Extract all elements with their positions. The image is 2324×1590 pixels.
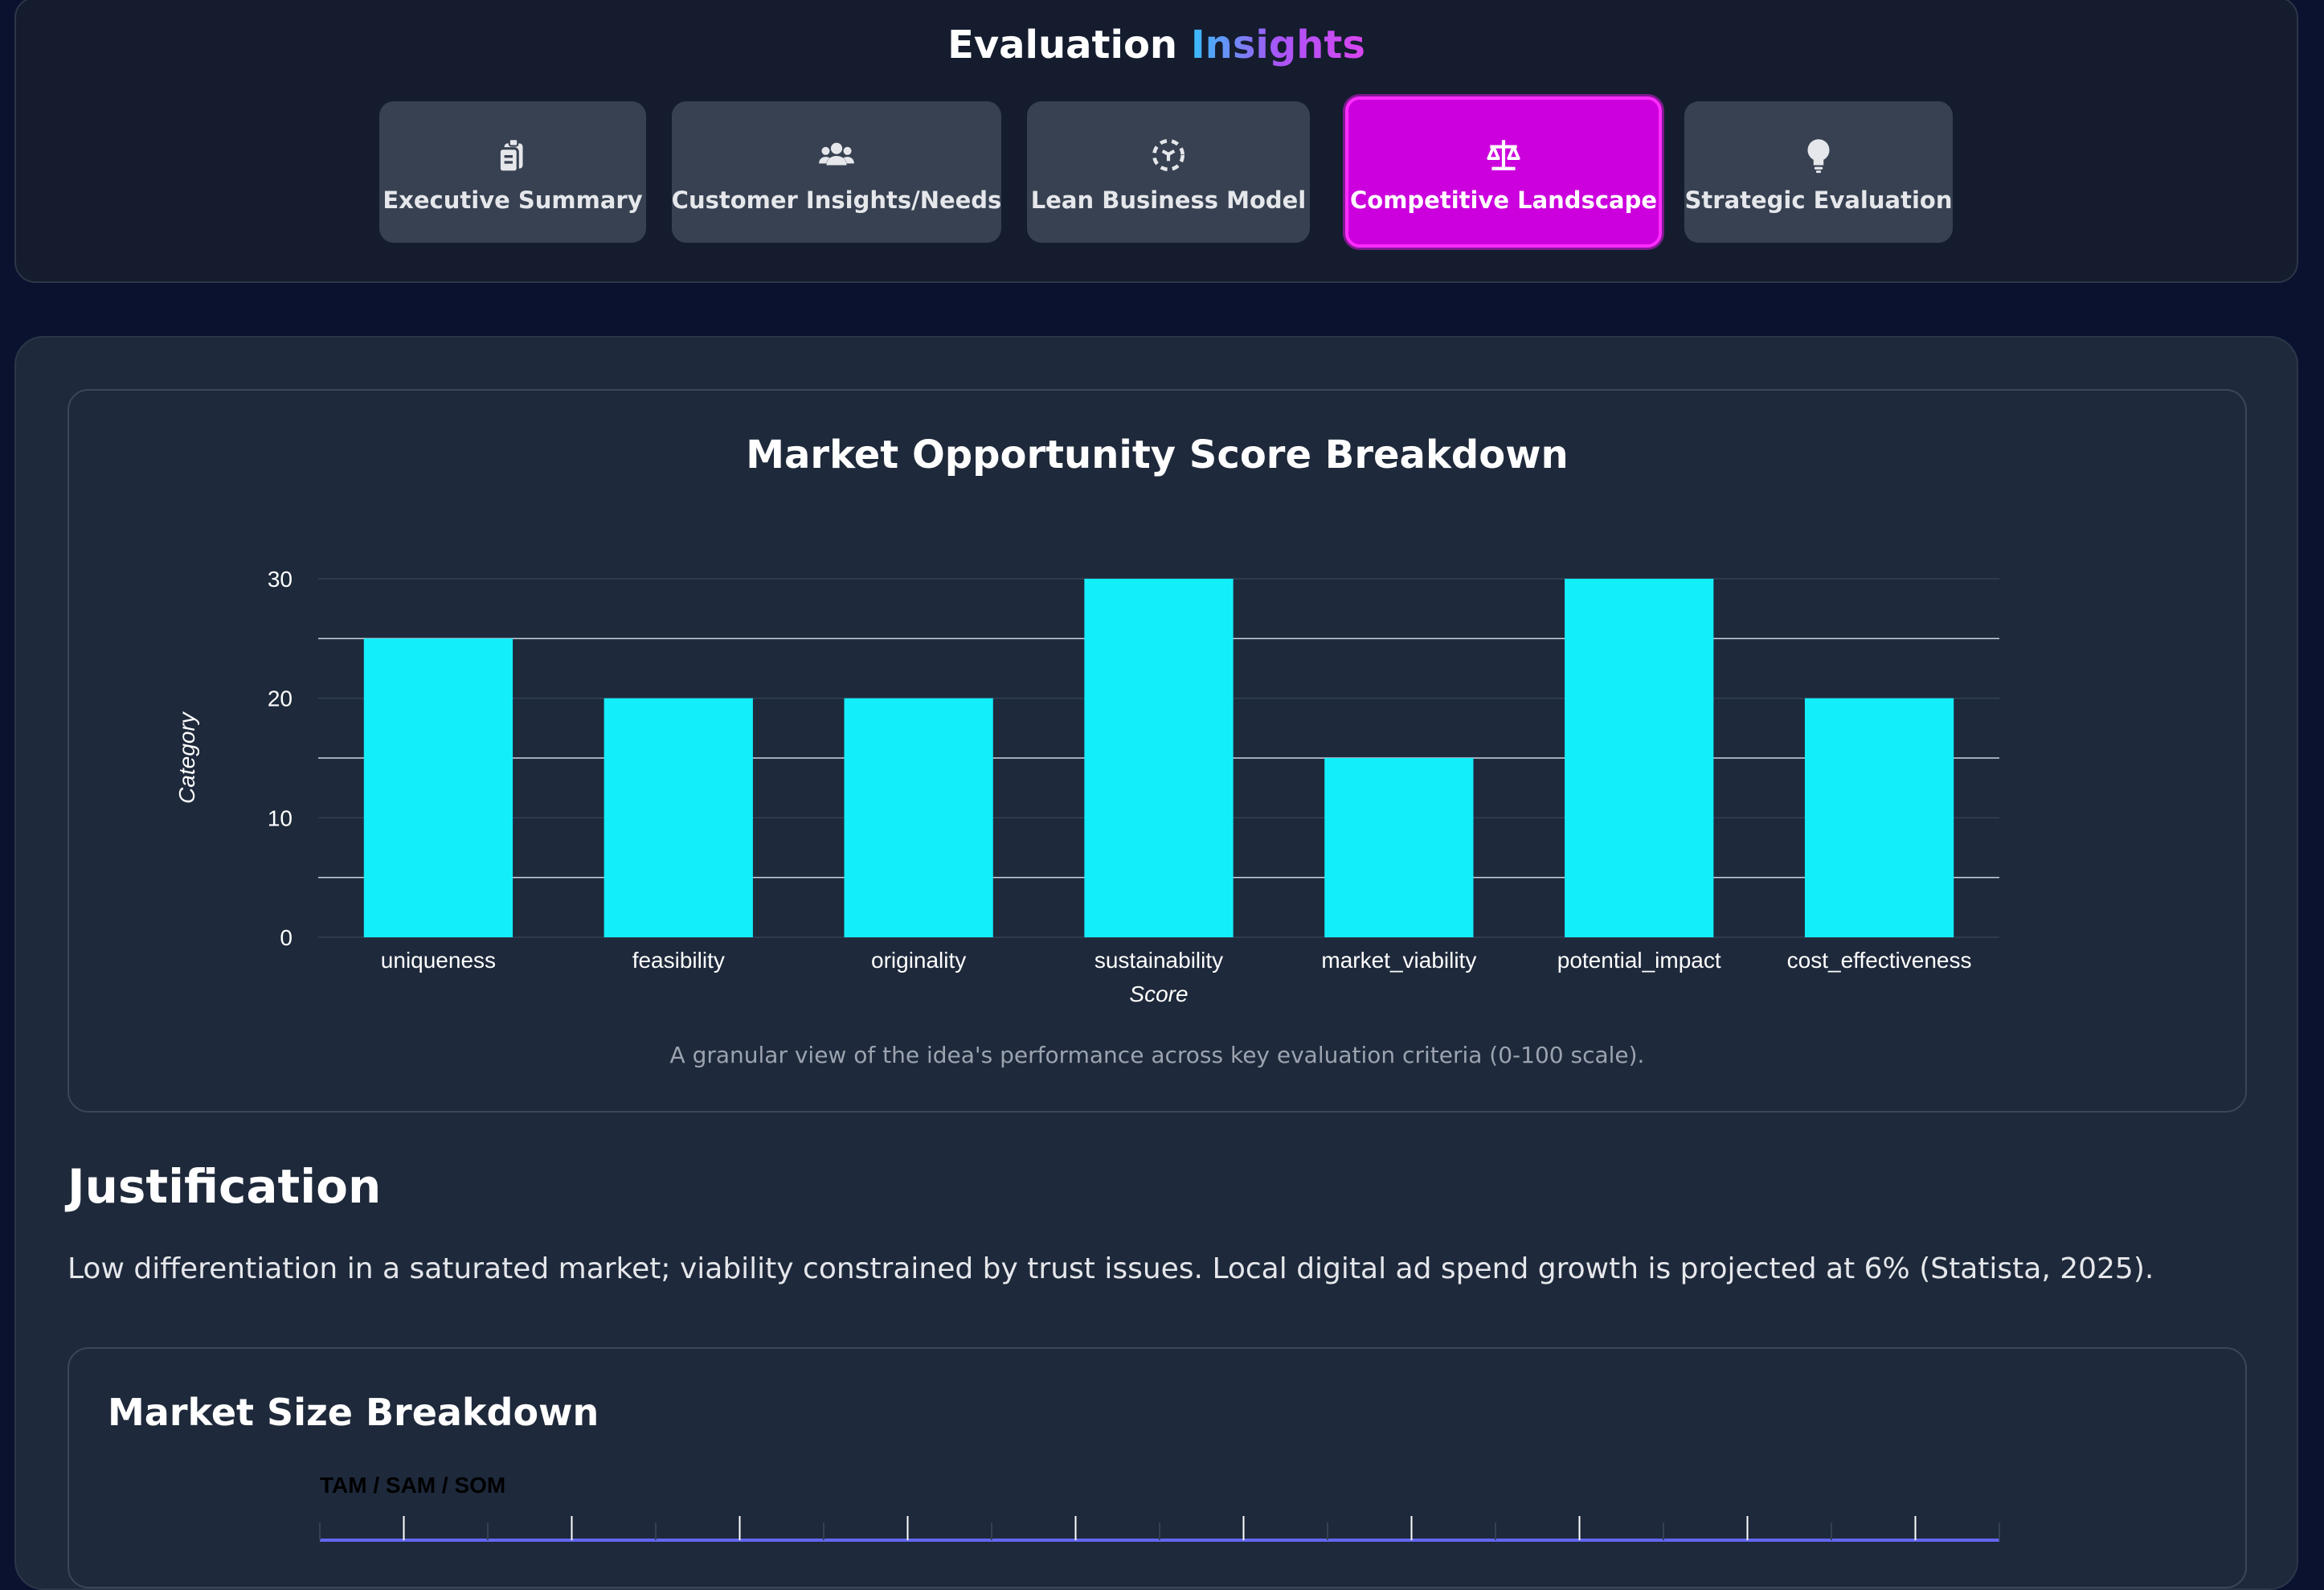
market-size-axis (319, 1516, 2000, 1542)
chart-caption: A granular view of the idea's performanc… (669, 1042, 1645, 1068)
tab-customer-insights[interactable]: Customer Insights/Needs (672, 101, 1001, 243)
x-tick-label: uniqueness (381, 948, 496, 973)
y-tick-label: 30 (268, 567, 293, 592)
tab-strategic-evaluation[interactable]: Strategic Evaluation (1684, 101, 1953, 243)
bar (1565, 579, 1714, 937)
y-axis-title: Category (174, 711, 199, 804)
bar (363, 638, 513, 937)
x-tick-label: sustainability (1094, 948, 1223, 973)
tab-competitive-landscape[interactable]: Competitive Landscape (1345, 96, 1662, 248)
x-tick-label: feasibility (632, 948, 725, 973)
chart-card: Market Opportunity Score Breakdown 0 10 20… (68, 389, 2247, 1113)
scale-icon (1487, 140, 1520, 170)
bar (1084, 579, 1234, 937)
tab-label: Strategic Evaluation (1684, 186, 1953, 214)
market-size-title: Market Size Breakdown (108, 1391, 599, 1434)
x-axis-title: Score (1129, 981, 1188, 1006)
y-tick-label: 0 (280, 925, 293, 950)
clipboard-icon (497, 138, 523, 174)
tab-bar: Executive Summary Customer Insights/Need… (16, 96, 2297, 248)
x-tick-label: market_viability (1321, 948, 1476, 973)
page-title-main: Evaluation (947, 23, 1178, 68)
users-icon (819, 142, 854, 166)
chart-title: Market Opportunity Score Breakdown (746, 432, 1569, 477)
bar (1804, 698, 1954, 937)
x-tick-label: originality (871, 948, 966, 973)
tab-lean-business-model[interactable]: Lean Business Model (1027, 101, 1310, 243)
bar (1324, 758, 1474, 937)
x-tick-label: cost_effectiveness (1787, 948, 1972, 973)
justification-text: Low differentiation in a saturated marke… (68, 1252, 2154, 1285)
market-size-card: Market Size Breakdown TAM / SAM / SOM (68, 1347, 2247, 1588)
tab-label: Executive Summary (383, 186, 643, 214)
y-tick-label: 10 (268, 805, 293, 830)
market-size-subtitle: TAM / SAM / SOM (320, 1473, 506, 1498)
tab-label: Customer Insights/Needs (671, 186, 1002, 214)
x-tick-label: potential_impact (1557, 948, 1721, 973)
tab-label: Competitive Landscape (1349, 186, 1658, 214)
bar (844, 698, 993, 937)
page-title-accent: Insights (1190, 23, 1365, 68)
lightbulb-icon (1807, 139, 1830, 174)
header-panel: Evaluation Insights Executive Summary (14, 0, 2298, 283)
bar (604, 698, 753, 937)
model-icon (1152, 139, 1185, 171)
y-tick-label: 20 (268, 686, 293, 711)
tab-executive-summary[interactable]: Executive Summary (379, 101, 646, 243)
tab-label: Lean Business Model (1030, 186, 1307, 214)
page-title: Evaluation Insights (16, 23, 2297, 68)
justification-heading: Justification (68, 1159, 382, 1214)
bar-chart: 0 10 20 30 uniqueness feasibility originality s… (174, 567, 1999, 1006)
